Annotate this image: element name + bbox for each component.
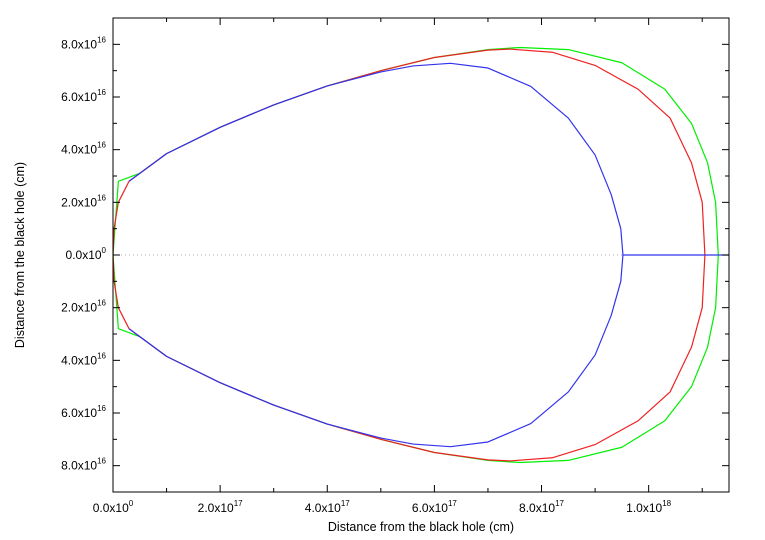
x-tick-label: 8.0x1017 <box>519 499 564 515</box>
x-tick-label: 0.0x100 <box>93 499 134 515</box>
y-tick-label: 0.0x100 <box>66 246 107 262</box>
y-tick-label: 2.0x1016 <box>61 193 106 209</box>
tick-layer <box>112 17 729 493</box>
x-tick-label: 2.0x1017 <box>198 499 243 515</box>
y-tick-label: 6.0x1016 <box>61 88 106 104</box>
y-tick-label: 6.0x1016 <box>61 404 106 420</box>
series-line-3 <box>128 62 624 448</box>
y-tick-label: 8.0x1016 <box>61 457 106 473</box>
series-layer <box>113 46 729 464</box>
x-tick-label: 4.0x1017 <box>305 499 350 515</box>
tick-label-layer: 0.0x100 2.0x1017 4.0x1017 6.0x1017 8.0x1017 1… <box>61 35 672 515</box>
y-tick-label: 8.0x1016 <box>61 35 106 51</box>
x-tick-label: 6.0x1017 <box>412 499 457 515</box>
y-axis-label: Distance from the black hole (cm) <box>13 162 27 348</box>
y-tick-label: 4.0x1016 <box>61 351 106 367</box>
x-axis-label: Distance from the black hole (cm) <box>328 520 514 534</box>
x-tick-label: 1.0x1018 <box>626 499 671 515</box>
y-tick-label: 4.0x1016 <box>61 141 106 157</box>
y-tick-label: 2.0x1016 <box>61 299 106 315</box>
